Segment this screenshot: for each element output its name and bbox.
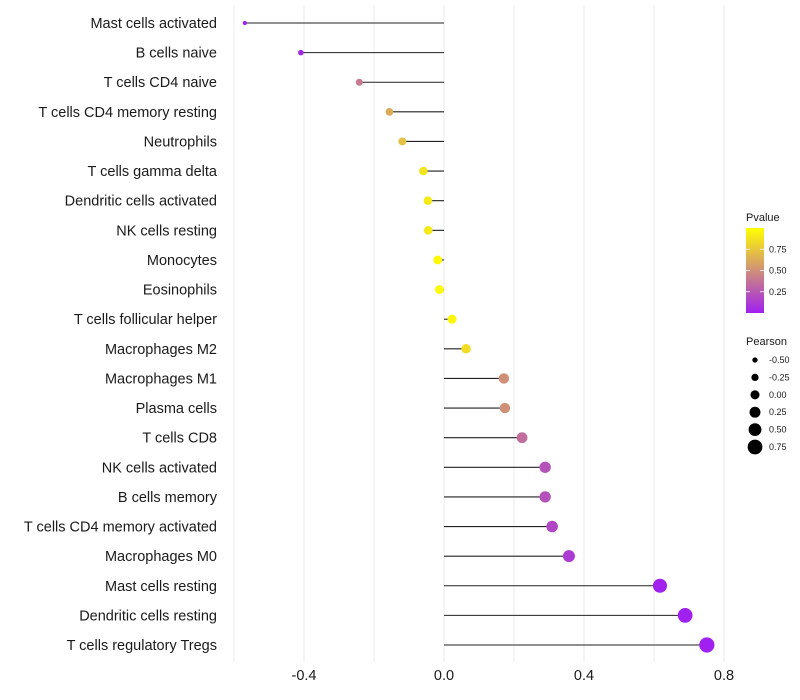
legend-colorbar (746, 228, 764, 313)
lollipop-point (298, 49, 304, 56)
lollipop-point (423, 226, 433, 235)
y-category-label: NK cells resting (116, 223, 217, 239)
size-legend-label: -0.25 (769, 372, 790, 382)
y-category-label: T cells CD8 (142, 431, 217, 447)
size-legend-point (752, 357, 758, 363)
legend-color-title: Pvalue (746, 212, 780, 224)
size-legend-label: 0.25 (769, 407, 787, 417)
y-category-label: T cells CD4 memory resting (38, 105, 217, 121)
y-category-label: Eosinophils (143, 283, 217, 299)
size-legend-label: -0.50 (769, 355, 790, 365)
lollipop-point (562, 550, 575, 563)
size-legend-point (749, 406, 761, 418)
colorbar-tick-label: 0.75 (769, 244, 787, 254)
lollipop-point (498, 373, 510, 384)
y-category-label: Plasma cells (136, 401, 217, 417)
legend-size-title: Pearson (746, 336, 787, 348)
lollipop-point (242, 20, 247, 26)
size-legend-point (750, 390, 760, 400)
y-category-label: Macrophages M1 (105, 371, 217, 387)
lollipop-point (539, 461, 551, 473)
lollipop-point (546, 520, 558, 533)
lollipop-point (423, 196, 433, 206)
size-legend-point (748, 423, 762, 437)
size-legend-label: 0.00 (769, 390, 787, 400)
y-category-label: T cells regulatory Tregs (67, 638, 217, 654)
y-category-label: Monocytes (147, 253, 217, 269)
x-tick-label: 0.8 (714, 668, 734, 684)
colorbar-tick-label: 0.25 (769, 287, 787, 297)
colorbar-tick-label: 0.50 (769, 266, 787, 276)
lollipop-point (677, 608, 693, 623)
size-legend-point (747, 439, 763, 455)
y-category-label: Neutrophils (144, 134, 217, 150)
y-category-label: T cells CD4 memory activated (24, 520, 217, 536)
y-category-label: Mast cells activated (90, 16, 217, 32)
x-tick-label: 0.0 (434, 668, 454, 684)
size-legend-point (751, 373, 759, 382)
y-category-label: NK cells activated (102, 460, 217, 476)
x-tick-label: 0.4 (574, 668, 594, 684)
y-category-label: Macrophages M0 (105, 549, 217, 565)
lollipop-point (398, 137, 407, 146)
lollipop-point (539, 491, 551, 503)
lollipop-point (419, 166, 428, 176)
x-tick-label: -0.4 (292, 668, 317, 684)
lollipop-point (433, 255, 443, 265)
y-category-label: Dendritic cells resting (79, 608, 217, 624)
lollipop-point (447, 314, 457, 324)
y-category-label: Macrophages M2 (105, 342, 217, 358)
size-legend-label: 0.50 (769, 425, 787, 435)
y-category-label: T cells gamma delta (88, 164, 218, 180)
y-category-label: B cells naive (136, 46, 217, 62)
lollipop-point (385, 108, 394, 116)
lollipop-point (355, 78, 363, 86)
y-category-label: T cells CD4 naive (104, 75, 217, 91)
y-category-label: B cells memory (118, 490, 218, 506)
lollipop-point (435, 285, 444, 295)
lollipop-point (461, 344, 471, 354)
y-category-label: Dendritic cells activated (65, 194, 217, 210)
lollipop-point (516, 432, 528, 444)
lollipop-point (652, 578, 667, 593)
y-category-label: T cells follicular helper (74, 312, 217, 328)
lollipop-point (699, 637, 715, 653)
y-category-label: Mast cells resting (105, 579, 217, 595)
size-legend-label: 0.75 (769, 442, 787, 452)
lollipop-point (499, 402, 511, 414)
